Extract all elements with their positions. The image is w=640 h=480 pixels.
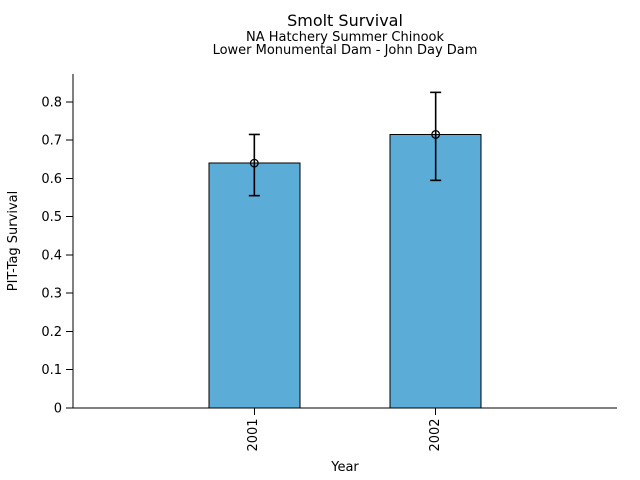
x-axis-label: Year bbox=[331, 460, 359, 475]
x-tick-label-2001: 2001 bbox=[246, 418, 262, 452]
chart-title: Smolt Survival bbox=[287, 11, 403, 30]
y-axis-label: PIT-Tag Survival bbox=[6, 190, 21, 292]
y-tick-label-0.5: 0.5 bbox=[41, 210, 62, 225]
chart-subtitle-line-2: Lower Monumental Dam - John Day Dam bbox=[212, 43, 478, 58]
y-tick-label-0.4: 0.4 bbox=[41, 248, 62, 263]
y-tick-label-0.2: 0.2 bbox=[41, 325, 62, 340]
y-tick-label-0.8: 0.8 bbox=[41, 95, 62, 110]
y-tick-label-0.6: 0.6 bbox=[41, 172, 62, 187]
y-tick-label-0.7: 0.7 bbox=[41, 134, 62, 149]
y-tick-label-0: 0 bbox=[54, 402, 62, 417]
y-tick-label-0.3: 0.3 bbox=[41, 287, 62, 302]
point-marker-2001 bbox=[249, 158, 259, 168]
point-marker-2002 bbox=[431, 129, 441, 139]
bar-2001 bbox=[208, 162, 301, 409]
chart-subtitle-line-1: NA Hatchery Summer Chinook bbox=[245, 30, 445, 45]
x-tick-label-2002: 2002 bbox=[427, 418, 443, 452]
y-tick-label-0.1: 0.1 bbox=[41, 363, 62, 378]
